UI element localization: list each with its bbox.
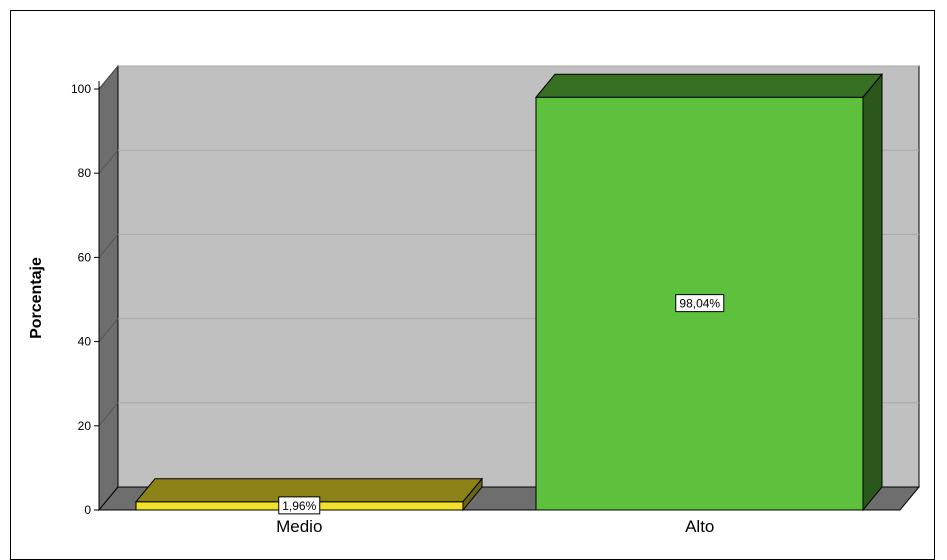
bar-side bbox=[462, 477, 483, 512]
bars: 1,96% Medio 98,04% Alto bbox=[134, 72, 884, 536]
data-label-box bbox=[278, 496, 321, 515]
gridline-side bbox=[98, 402, 119, 427]
y-axis-label: Porcentaje bbox=[28, 257, 45, 339]
data-label: 1,96% bbox=[282, 499, 316, 513]
y-tick-label: 20 bbox=[78, 419, 92, 433]
y-tick-label: 80 bbox=[78, 166, 92, 180]
gridline-side bbox=[98, 234, 119, 258]
bar-group-alto: 98,04% Alto bbox=[534, 72, 884, 536]
bar-side bbox=[862, 72, 883, 512]
y-tick-label: 0 bbox=[84, 503, 91, 517]
gridline-side bbox=[98, 149, 119, 174]
x-tick-label: Medio bbox=[276, 517, 322, 536]
y-tick-label: 100 bbox=[71, 82, 91, 96]
data-label: 98,04% bbox=[679, 297, 720, 311]
bar-group-medio: 1,96% Medio bbox=[134, 477, 484, 536]
x-tick-label: Alto bbox=[685, 517, 714, 536]
y-axis-ticks: 0 20 40 60 80 100 bbox=[71, 81, 100, 517]
bar-top bbox=[534, 73, 884, 98]
gridline-side bbox=[98, 65, 119, 90]
gridline-side bbox=[98, 318, 119, 342]
y-tick-label: 60 bbox=[78, 250, 92, 264]
data-label-box bbox=[675, 294, 725, 313]
y-tick-label: 40 bbox=[78, 335, 92, 349]
left-wall bbox=[98, 64, 119, 512]
